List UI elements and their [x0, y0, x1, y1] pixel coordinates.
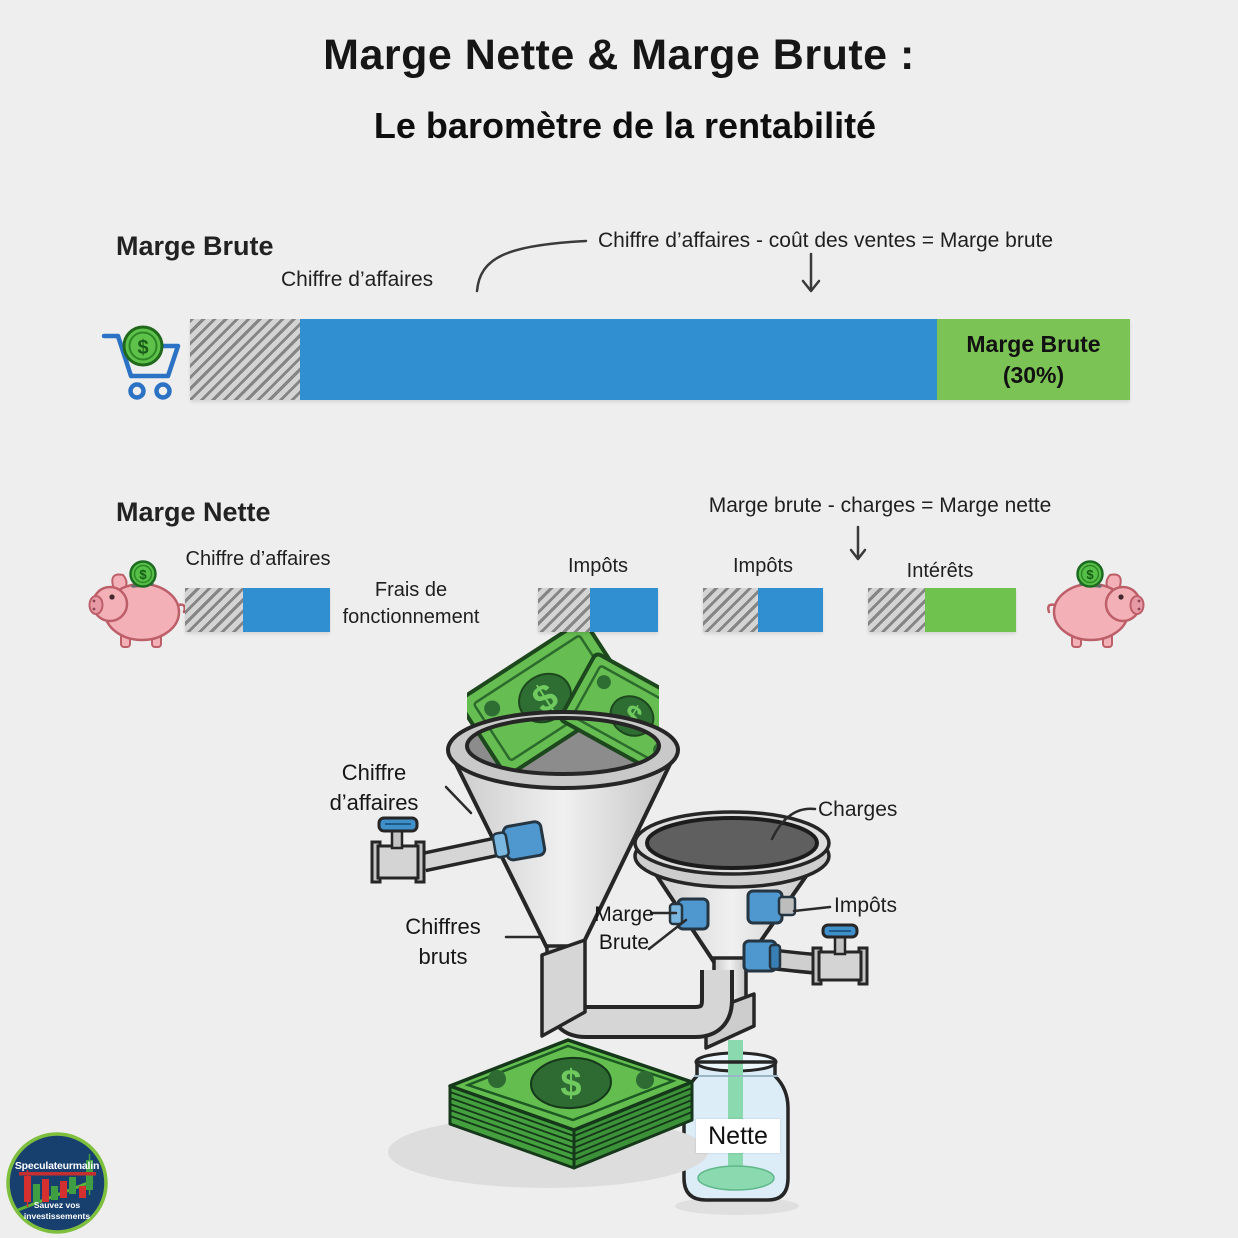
down-arrow-net-icon	[849, 525, 867, 561]
gross-margin-bar: Marge Brute (30%)	[190, 319, 1130, 400]
brand-underline	[19, 1172, 96, 1176]
revenue-funnel: $ $	[370, 619, 681, 1038]
logo-brand: Speculateurmalin	[14, 1160, 100, 1172]
money-stack-icon: $	[388, 1038, 708, 1188]
funnel-raw-label: Chiffres bruts	[405, 914, 481, 969]
svg-text:$: $	[137, 337, 148, 359]
net-bar-revenue	[185, 588, 330, 632]
taxes2-label: Impôts	[732, 555, 794, 577]
operating-costs-label: Frais de fonctionnement	[342, 579, 480, 628]
jar-label: Nette	[696, 1119, 780, 1153]
gross-result-line2: (30%)	[1002, 361, 1065, 388]
logo	[6, 1132, 108, 1234]
net-revenue-label: Chiffre d’affaires	[185, 548, 331, 570]
gross-margin-segment: Marge Brute (30%)	[937, 319, 1130, 400]
net-bar-taxes1	[538, 588, 658, 632]
funnel-revenue-label: Chiffre d’affaires	[329, 760, 419, 815]
revenue-inlet-connector	[491, 820, 547, 862]
funnel-taxes-label: Impôts	[834, 894, 898, 917]
net-section-heading: Marge Nette	[116, 497, 271, 527]
annotation-arrows	[475, 239, 867, 561]
logo-tagline: Sauvez vos investissements	[23, 1200, 91, 1221]
cart-icon	[101, 333, 181, 400]
funnel-charges-label: Charges	[818, 798, 898, 821]
gross-result-line1: Marge Brute	[966, 330, 1101, 357]
money-bills-icon: $ $	[467, 619, 659, 774]
revenue-segment	[300, 319, 937, 400]
net-pool	[697, 1165, 775, 1191]
svg-text:$: $	[560, 1063, 581, 1105]
gross-section-heading: Marge Brute	[116, 231, 274, 261]
net-bar-interest	[868, 588, 1016, 632]
page-title: Marge Nette & Marge Brute :	[323, 31, 915, 79]
net-bar-taxes2	[703, 588, 823, 632]
interest-label: Intérêts	[906, 560, 974, 582]
taxes-connector	[746, 889, 797, 925]
spout-flap	[540, 938, 587, 1038]
piggy-bank-right-icon: $	[1046, 559, 1146, 649]
curve-connector	[475, 239, 588, 293]
taxes1-label: Impôts	[567, 555, 629, 577]
gross-revenue-label: Chiffre d’affaires	[281, 268, 434, 291]
page-subtitle: Le baromètre de la rentabilité	[373, 105, 877, 146]
svg-text:$: $	[1086, 567, 1094, 582]
charges-liquid	[645, 816, 819, 870]
transfer-pipe	[547, 970, 734, 1039]
gross-formula: Chiffre d’affaires - coût des ventes = M…	[598, 229, 1054, 252]
svg-text:$: $	[139, 567, 147, 582]
net-formula: Marge brute - charges = Marge nette	[708, 494, 1052, 517]
funnel-gross-label: Marge Brute	[594, 903, 654, 954]
cost-of-sales-segment	[190, 319, 300, 400]
revenue-valve-icon	[370, 816, 426, 884]
taxes-valve-icon	[811, 923, 869, 986]
cart-coin-icon: $	[122, 325, 164, 367]
leader-lines	[444, 785, 832, 951]
drain-connector	[742, 939, 782, 973]
piggy-bank-left-icon: $	[87, 559, 187, 649]
charges-funnel	[633, 810, 869, 1050]
down-arrow-gross-icon	[801, 252, 821, 293]
